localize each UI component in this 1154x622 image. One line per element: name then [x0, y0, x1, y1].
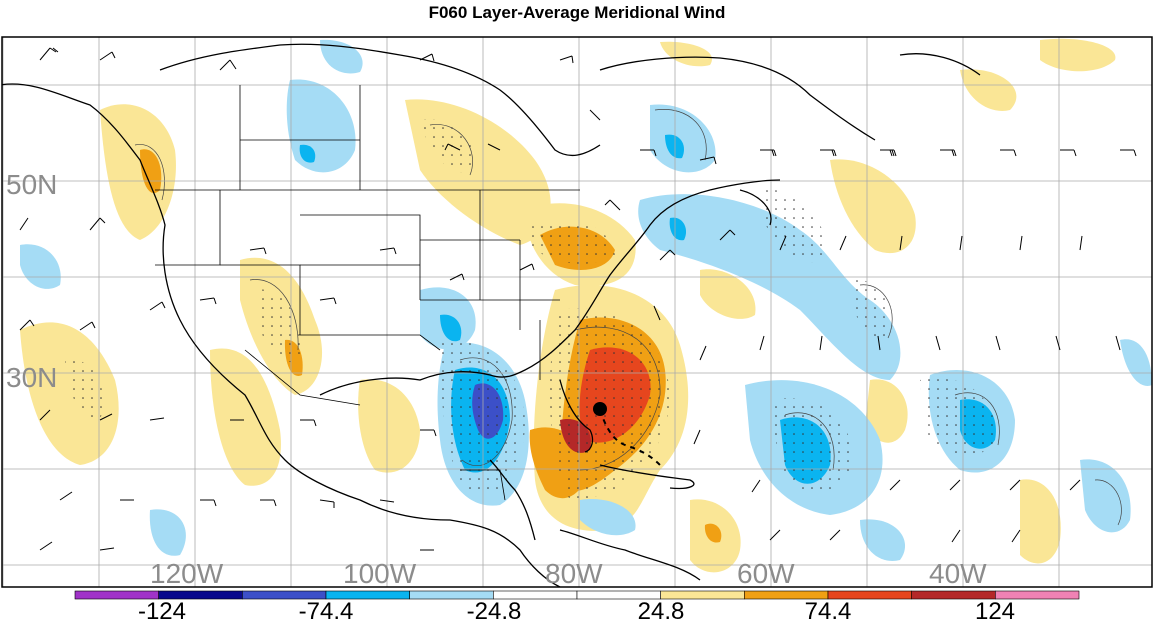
lat-label-30n: 30N	[6, 362, 57, 393]
colorbar-label: 124	[975, 598, 1015, 622]
lon-label-40w: 40W	[929, 558, 987, 589]
political-borders	[155, 85, 580, 501]
colorbar-label: 24.8	[638, 598, 685, 622]
lat-lon-grid	[2, 37, 1152, 587]
lon-label-100w: 100W	[343, 558, 417, 589]
lon-label-80w: 80W	[545, 558, 603, 589]
storm-track	[593, 402, 661, 466]
wind-barbs	[19, 47, 1137, 551]
colorbar-label: -124	[138, 598, 186, 622]
colorbar-segment	[995, 590, 1080, 600]
colorbar-label: 74.4	[805, 598, 852, 622]
coastlines	[2, 43, 981, 587]
colorbar	[74, 590, 1080, 600]
wind-shading	[20, 38, 1152, 573]
colorbar-label: -24.8	[467, 598, 522, 622]
lon-label-60w: 60W	[737, 558, 795, 589]
storm-center-marker	[593, 402, 607, 416]
colorbar-label: -74.4	[299, 598, 354, 622]
lat-label-50n: 50N	[6, 169, 57, 200]
map-frame	[1, 36, 1153, 588]
lon-label-120w: 120W	[150, 558, 224, 589]
map-title: F060 Layer-Average Meridional Wind	[428, 3, 726, 22]
